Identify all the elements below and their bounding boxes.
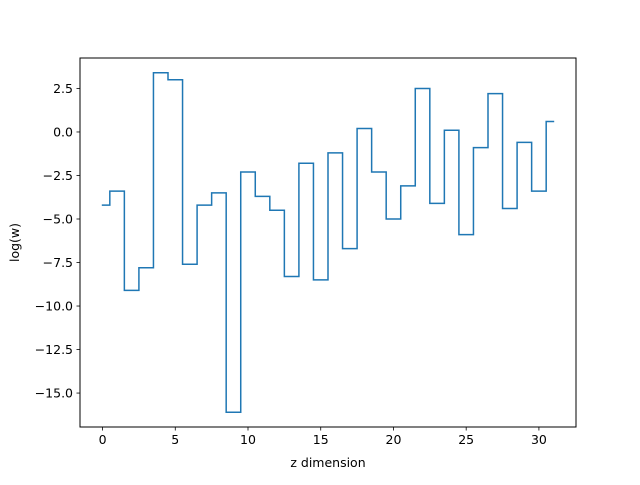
x-axis: 0 5 10 15 20 25 30	[99, 427, 547, 447]
y-tick-label: −12.5	[35, 342, 73, 357]
y-tick-label: 0.0	[53, 124, 73, 139]
y-tick-label: −7.5	[43, 255, 73, 270]
y-tick-label: −5.0	[43, 212, 73, 227]
y-axis: 2.5 0.0 −2.5 −5.0 −7.5 −10.0 −12.5 −15.0	[35, 81, 80, 401]
x-tick-label: 0	[99, 432, 107, 447]
y-tick-label: −15.0	[35, 386, 73, 401]
y-tick-label: 2.5	[53, 81, 73, 96]
x-tick-label: 15	[313, 432, 329, 447]
series-layer	[101, 72, 555, 413]
x-tick-label: 5	[171, 432, 179, 447]
y-tick-label: −10.0	[35, 299, 73, 314]
x-tick-label: 30	[531, 432, 547, 447]
x-axis-label: z dimension	[290, 455, 365, 470]
series-line-0	[101, 72, 555, 413]
x-tick-label: 20	[386, 432, 402, 447]
x-tick-label: 25	[458, 432, 474, 447]
y-tick-label: −2.5	[43, 168, 73, 183]
y-axis-label: log(w)	[7, 223, 22, 262]
x-tick-label: 10	[240, 432, 256, 447]
plot-area-frame	[79, 57, 577, 428]
